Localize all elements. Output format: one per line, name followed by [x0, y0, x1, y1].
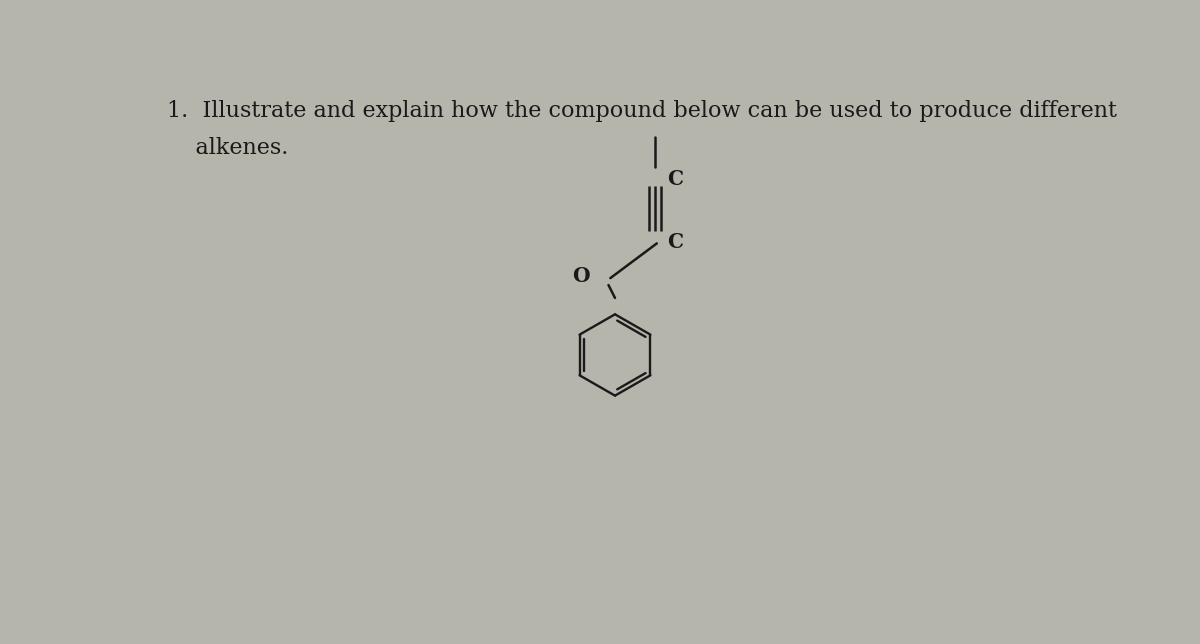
Text: alkenes.: alkenes. — [167, 137, 288, 159]
Text: 1.  Illustrate and explain how the compound below can be used to produce differe: 1. Illustrate and explain how the compou… — [167, 100, 1117, 122]
Text: C: C — [667, 232, 683, 252]
Text: C: C — [667, 169, 683, 189]
Text: O: O — [572, 265, 590, 286]
